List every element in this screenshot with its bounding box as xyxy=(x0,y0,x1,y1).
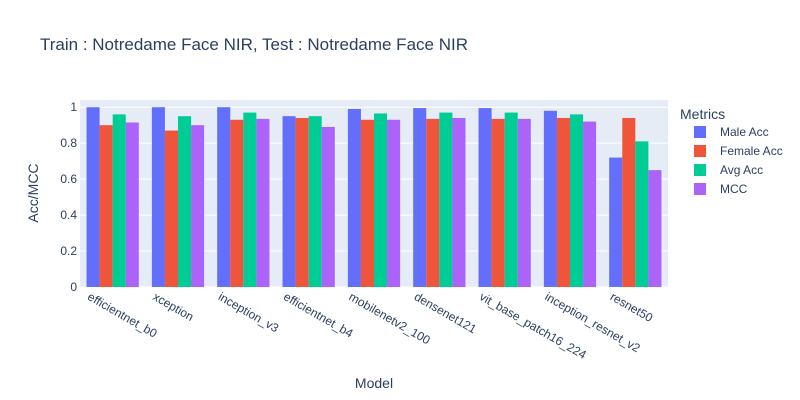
bar-avg-acc xyxy=(374,113,388,287)
bar-male-acc xyxy=(347,108,361,287)
bar-male-acc xyxy=(217,107,231,287)
legend-label[interactable]: Male Acc xyxy=(720,125,769,139)
bar-male-acc xyxy=(543,110,557,288)
bar-female-acc xyxy=(622,117,636,287)
legend-swatch[interactable] xyxy=(694,126,706,138)
bar-female-acc xyxy=(164,130,178,287)
legend: Metrics Male Acc Female Acc Avg Acc MCC xyxy=(680,106,783,196)
bar-mcc xyxy=(256,118,270,287)
bar-avg-acc xyxy=(243,112,257,287)
bar-mcc xyxy=(583,121,597,287)
bar-male-acc xyxy=(282,116,296,287)
bar-female-acc xyxy=(295,117,309,287)
bar-female-acc xyxy=(426,118,440,287)
y-axis-ticks: 0 0.2 0.4 0.6 0.8 1 xyxy=(60,100,77,294)
bar-avg-acc xyxy=(504,112,518,287)
y-tick-label: 0.4 xyxy=(60,208,77,222)
x-axis-title: Model xyxy=(355,375,393,391)
bar-male-acc xyxy=(478,108,492,288)
y-tick-label: 1 xyxy=(70,100,77,114)
legend-label[interactable]: MCC xyxy=(720,182,748,196)
bar-female-acc xyxy=(556,117,570,287)
bar-mcc xyxy=(387,119,401,288)
bar-female-acc xyxy=(491,118,505,287)
bar-avg-acc xyxy=(439,112,453,287)
y-tick-label: 0 xyxy=(70,280,77,294)
bar-male-acc xyxy=(86,107,100,287)
bar-avg-acc xyxy=(112,114,126,287)
y-tick-label: 0.2 xyxy=(60,244,77,258)
bar-avg-acc xyxy=(308,116,322,287)
bar-mcc xyxy=(191,125,205,287)
bar-avg-acc xyxy=(178,116,192,287)
y-tick-label: 0.8 xyxy=(60,136,77,150)
bar-mcc xyxy=(125,122,139,288)
bar-female-acc xyxy=(360,119,374,288)
bar-male-acc xyxy=(151,107,165,287)
legend-swatch[interactable] xyxy=(694,164,706,176)
bar-mcc xyxy=(321,126,335,287)
y-axis-title: Acc/MCC xyxy=(25,163,41,222)
legend-label[interactable]: Female Acc xyxy=(720,144,783,158)
bar-male-acc xyxy=(609,157,623,287)
bar-male-acc xyxy=(413,108,427,288)
legend-swatch[interactable] xyxy=(694,183,706,195)
legend-label[interactable]: Avg Acc xyxy=(720,163,763,177)
bar-avg-acc xyxy=(570,114,584,287)
bar-mcc xyxy=(648,170,662,287)
bar-avg-acc xyxy=(635,141,649,287)
bar-mcc xyxy=(452,117,466,287)
bars xyxy=(86,107,662,288)
bar-female-acc xyxy=(230,119,244,288)
y-tick-label: 0.6 xyxy=(60,172,77,186)
legend-swatch[interactable] xyxy=(694,145,706,157)
chart-title: Train : Notredame Face NIR, Test : Notre… xyxy=(40,35,468,54)
bar-mcc xyxy=(517,118,531,287)
legend-title: Metrics xyxy=(680,106,725,122)
bar-female-acc xyxy=(99,125,113,287)
